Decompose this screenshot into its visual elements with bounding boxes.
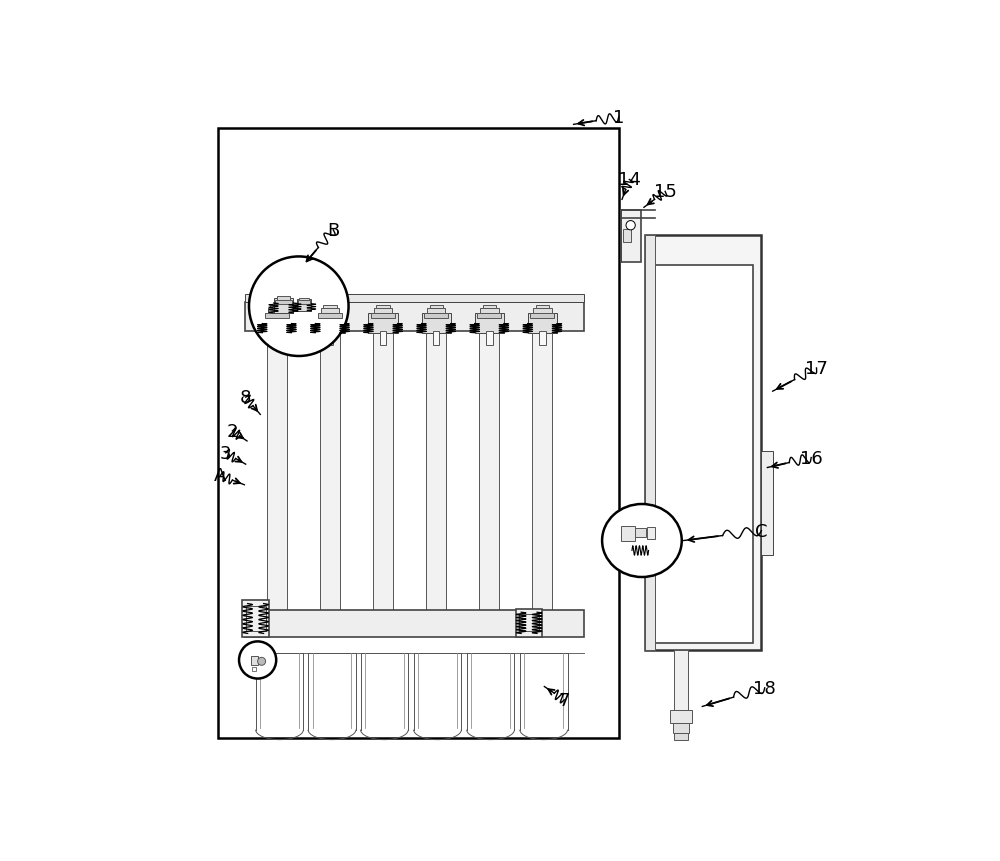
Bar: [532, 332, 552, 610]
Bar: [327, 332, 333, 345]
Bar: [475, 313, 504, 333]
Bar: [486, 332, 493, 345]
Bar: [320, 332, 340, 610]
Bar: [483, 306, 496, 309]
Text: 14: 14: [618, 171, 641, 189]
Bar: [647, 528, 655, 540]
Text: 18: 18: [753, 679, 776, 697]
Bar: [519, 615, 539, 632]
Bar: [645, 236, 655, 650]
Bar: [298, 300, 310, 304]
Bar: [674, 734, 688, 740]
Bar: [376, 306, 390, 309]
Bar: [218, 128, 619, 739]
Bar: [422, 313, 451, 333]
Bar: [268, 309, 286, 313]
Circle shape: [258, 658, 266, 666]
Text: 8: 8: [240, 388, 251, 406]
Bar: [323, 306, 337, 309]
Bar: [277, 297, 290, 300]
Bar: [655, 266, 753, 644]
Bar: [635, 529, 646, 537]
Bar: [297, 300, 311, 312]
Bar: [539, 332, 546, 345]
Text: 1: 1: [613, 108, 624, 127]
Bar: [433, 332, 439, 345]
Text: 16: 16: [800, 449, 823, 467]
Bar: [373, 332, 393, 610]
Bar: [533, 309, 552, 313]
Bar: [252, 667, 256, 671]
Text: 15: 15: [654, 183, 677, 201]
Bar: [315, 313, 345, 333]
Bar: [274, 332, 280, 345]
Bar: [245, 294, 584, 302]
Bar: [623, 229, 631, 243]
Bar: [246, 606, 266, 632]
Bar: [318, 313, 342, 319]
Bar: [621, 211, 641, 263]
Bar: [267, 332, 287, 610]
Bar: [430, 306, 443, 309]
Bar: [262, 313, 291, 333]
Bar: [424, 313, 448, 319]
Bar: [477, 313, 501, 319]
Bar: [265, 313, 289, 319]
Ellipse shape: [602, 505, 682, 578]
Bar: [299, 298, 309, 300]
Bar: [480, 309, 499, 313]
Bar: [251, 656, 258, 666]
Bar: [536, 306, 549, 309]
Text: A: A: [214, 467, 227, 485]
Bar: [275, 300, 292, 304]
Bar: [427, 309, 445, 313]
Bar: [245, 610, 584, 637]
Bar: [673, 723, 689, 734]
Bar: [516, 610, 542, 637]
Bar: [368, 313, 398, 333]
Bar: [371, 313, 395, 319]
Bar: [479, 332, 499, 610]
Text: 3: 3: [220, 444, 232, 462]
Circle shape: [239, 641, 276, 678]
Bar: [245, 302, 584, 332]
Bar: [274, 299, 293, 313]
Bar: [426, 332, 446, 610]
Bar: [674, 650, 688, 710]
Text: B: B: [327, 221, 339, 239]
Text: 2: 2: [227, 423, 238, 441]
Bar: [621, 526, 635, 541]
Text: 17: 17: [805, 360, 828, 377]
Bar: [321, 309, 339, 313]
Bar: [374, 309, 392, 313]
Bar: [645, 236, 761, 650]
Bar: [242, 601, 269, 637]
Bar: [670, 710, 692, 723]
Text: 7: 7: [559, 691, 570, 709]
Circle shape: [249, 257, 349, 356]
Bar: [270, 306, 284, 309]
Bar: [380, 332, 386, 345]
Bar: [528, 313, 557, 333]
Text: C: C: [755, 522, 768, 540]
Bar: [530, 313, 554, 319]
Bar: [761, 451, 773, 555]
Circle shape: [626, 221, 635, 231]
